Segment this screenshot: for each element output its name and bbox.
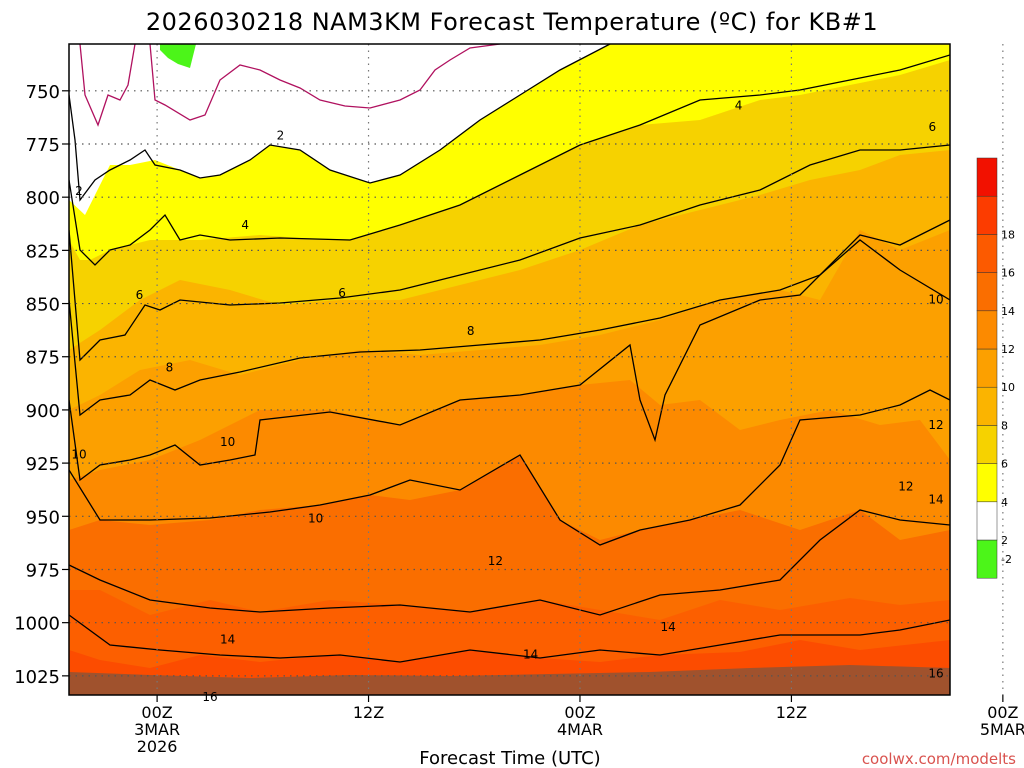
contour-label: 6 [338,286,346,300]
contour-label: 10 [71,448,86,462]
x-tick-label: 00Z [564,703,595,722]
isotherm-6 [69,144,950,362]
credit-text: coolwx.com/modelts [862,750,1016,768]
isotherm-14 [69,509,950,616]
colorbar-swatch [976,386,998,426]
contour-label: 16 [202,690,217,704]
chart-title: 2026030218 NAM3KM Forecast Temperature (… [146,8,878,36]
x-tick-date: 4MAR [557,720,603,739]
colorbar-label: 8 [1001,419,1008,432]
band-0-2 [69,44,610,215]
y-tick-label: 1000 [14,614,60,635]
x-axis: 00Z 3MAR 2026 12Z 00Z 4MAR 12Z 00Z 5MAR [134,703,1024,756]
colorbar-swatch [976,501,998,541]
contour-label: 10 [928,292,943,306]
x-tick-label: 00Z [987,703,1018,722]
colorbar-label: 4 [1001,496,1008,509]
x-tick-date: 3MAR [134,720,180,739]
contour-label: 12 [928,418,943,432]
contour-label: 14 [928,492,943,506]
isotherm-2 [69,44,611,202]
y-tick-label: 875 [26,348,60,369]
isotherm-4 [69,54,950,266]
contour-label: 14 [660,620,675,634]
y-tick-label: 850 [26,295,60,316]
contour-label: 8 [467,324,475,338]
colorbar-swatch [976,234,998,273]
isotherm-8 [69,219,950,417]
y-tick-label: 925 [26,454,60,475]
colorbar-label: -2 [1001,553,1012,566]
colorbar-swatch [976,348,998,388]
y-tick-label: 750 [26,82,60,103]
band-below-minus-2 [160,44,196,68]
colorbar-swatch [976,157,998,197]
colorbar-label: 18 [1001,228,1015,241]
colorbar-label: 12 [1001,343,1015,356]
y-axis: 750 775 800 825 850 875 900 925 950 975 … [14,82,60,688]
y-tick-label: 775 [26,135,60,156]
contour-label: 6 [929,120,937,134]
contour-label: 14 [220,633,235,647]
contour-label: 12 [898,480,913,494]
y-tick-label: 950 [26,507,60,528]
x-tick-label: 00Z [141,703,172,722]
colorbar-label: 2 [1001,534,1008,547]
contour-label: 6 [136,288,144,302]
y-tick-label: 900 [26,401,60,422]
y-tick-label: 825 [26,241,60,262]
contour-label: 10 [308,511,323,525]
isotherm-lines [69,44,950,663]
below-ground-area [69,665,950,695]
x-tick-date: 5MAR [980,720,1024,739]
colorbar-label: 14 [1001,305,1015,318]
y-tick-label: 800 [26,188,60,209]
contour-label: 8 [166,360,174,374]
x-tick-label: 12Z [776,703,807,722]
contour-label: 4 [735,99,743,113]
colorbar-label: 10 [1001,381,1015,394]
contour-label: 2 [75,184,83,198]
isotherm-10 [69,239,950,482]
contour-label: 4 [241,218,249,232]
colorbar-swatch [976,463,998,503]
contour-label: 2 [277,128,285,142]
contour-label: 14 [523,648,538,662]
colorbar-swatch [976,425,998,464]
x-tick-year: 2026 [137,737,178,756]
y-tick-label: 1025 [14,667,60,688]
temperature-contour-field [69,44,950,695]
gridlines [62,44,1004,702]
contour-labels: 2 2 4 4 6 6 6 8 8 10 10 10 10 12 12 12 1… [71,99,943,704]
colorbar-swatch [976,539,998,579]
isotherm-16 [69,614,950,663]
colorbar-swatch [976,195,998,235]
plot-frame [68,43,951,696]
colorbar-swatch [976,310,998,350]
isotherm-12 [69,389,950,546]
colorbar-label: 16 [1001,267,1015,280]
x-axis-label: Forecast Time (UTC) [419,748,600,768]
contour-label: 12 [488,554,503,568]
isotherm-0-b [149,44,501,121]
y-tick-label: 975 [26,560,60,581]
contour-label: 10 [220,435,235,449]
contour-label: 16 [928,667,943,681]
colorbar-label: 6 [1001,458,1008,471]
colorbar: -2 2 4 6 8 10 12 14 16 18 [976,157,1015,579]
colorbar-swatch [976,272,998,312]
x-tick-label: 12Z [353,703,384,722]
isotherm-0 [79,44,136,127]
